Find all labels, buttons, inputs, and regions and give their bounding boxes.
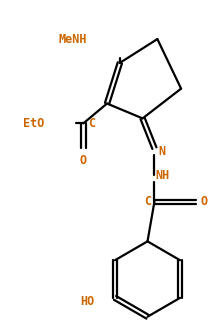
Text: N: N: [159, 145, 166, 158]
Text: C: C: [144, 195, 151, 208]
Text: O: O: [200, 195, 207, 208]
Text: C: C: [88, 117, 95, 130]
Text: HO: HO: [80, 295, 95, 308]
Text: EtO: EtO: [23, 117, 45, 130]
Text: O: O: [80, 154, 87, 166]
Text: NH: NH: [155, 169, 170, 182]
Text: MeNH: MeNH: [58, 32, 87, 46]
